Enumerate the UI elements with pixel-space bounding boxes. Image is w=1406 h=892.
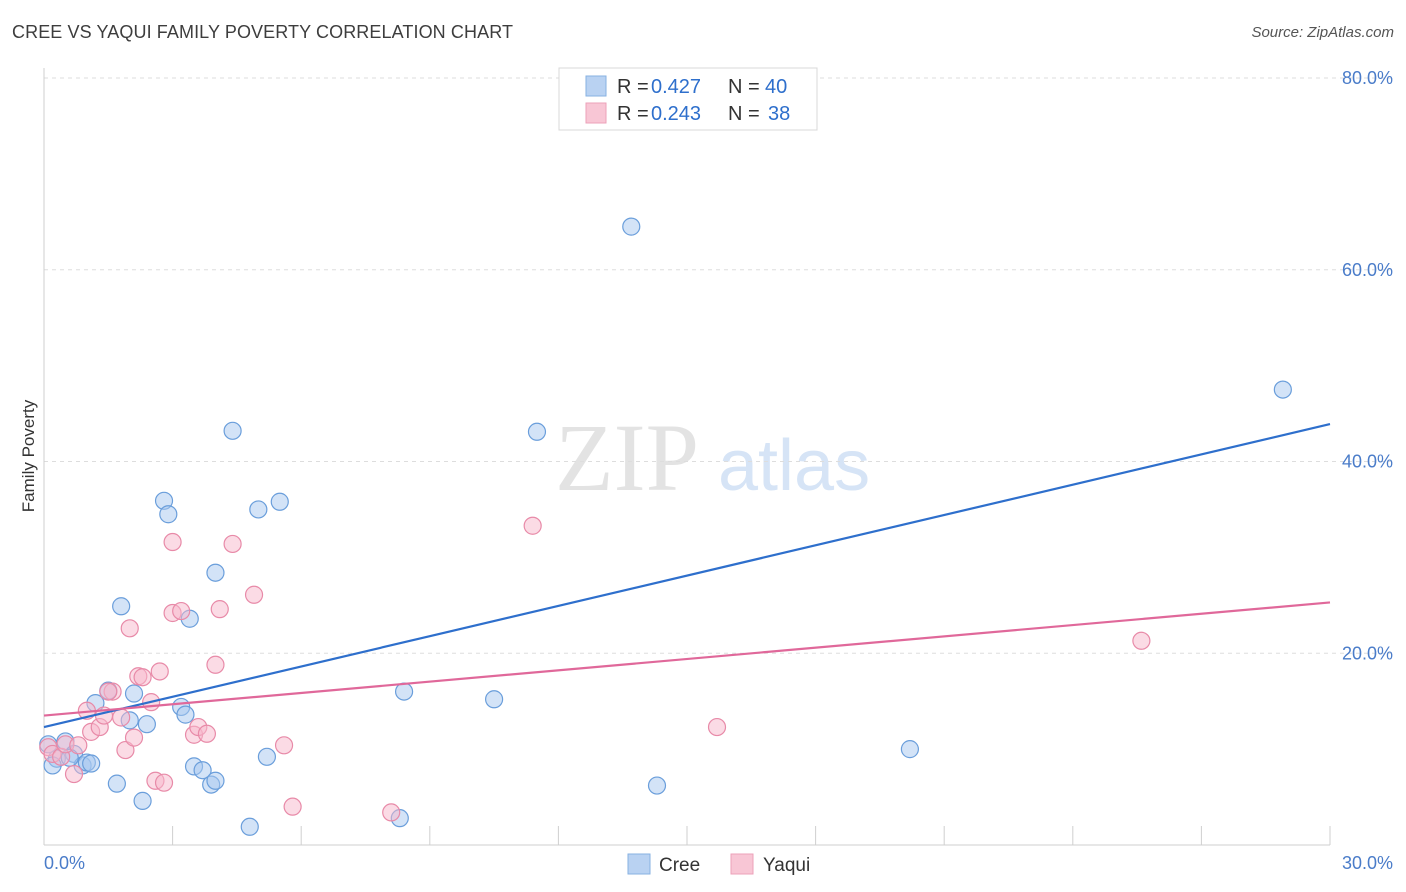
cree-point-8 — [107, 774, 126, 793]
yaqui-point-12 — [116, 740, 135, 760]
yaqui-point-34 — [523, 516, 542, 535]
legend-cree-r-value: 0.427 — [651, 76, 701, 98]
legend-cree-n-label: N = — [728, 76, 760, 98]
legend-yaqui-r-label: R = — [617, 103, 649, 125]
x-tick-label-min: 0.0% — [44, 853, 85, 873]
legend-yaqui-n-value: 38 — [768, 103, 790, 125]
yaqui-point-33 — [382, 803, 401, 822]
legend-cree-n-value: 40 — [765, 76, 787, 98]
yaqui-point-13 — [120, 619, 139, 638]
yaqui-point-23 — [172, 601, 191, 621]
yaqui-point-16 — [133, 668, 152, 687]
y-tick-label-40: 40.0% — [1342, 452, 1393, 472]
cree-point-24 — [240, 817, 259, 836]
cree-point-35 — [1273, 380, 1292, 399]
cree-point-32 — [622, 217, 641, 236]
yaqui-point-35 — [707, 717, 727, 737]
yaqui-point-5 — [69, 736, 88, 755]
trend-lines — [43, 423, 1331, 729]
y-tick-labels: 20.0% 40.0% 60.0% 80.0% — [1342, 68, 1393, 663]
yaqui-point-36 — [1132, 631, 1151, 650]
cree-point-27 — [270, 492, 289, 511]
legend-yaqui-n-label: N = — [728, 103, 760, 125]
bottom-legend-swatch-yaqui — [730, 853, 754, 875]
legend-swatch-cree — [585, 75, 607, 97]
yaqui-point-26 — [197, 724, 216, 743]
yaqui-point-14 — [124, 728, 144, 747]
yaqui-point-32 — [283, 797, 302, 816]
cree-point-21 — [206, 771, 225, 790]
cree-point-14 — [159, 505, 178, 524]
yaqui-point-37 — [99, 682, 118, 701]
yaqui-point-11 — [112, 708, 131, 727]
watermark-zip: ZIP — [555, 404, 699, 511]
cree-point-31 — [527, 422, 547, 441]
bottom-legend-label-yaqui: Yaqui — [763, 855, 810, 876]
yaqui-point-4 — [64, 764, 84, 784]
cree-point-9 — [112, 597, 131, 616]
yaqui-point-30 — [244, 585, 264, 604]
chart-source: Source: ZipAtlas.com — [1251, 24, 1394, 41]
cree-point-23 — [223, 421, 242, 440]
x-tick-marks — [43, 826, 1331, 845]
cree-trend-line — [43, 423, 1331, 729]
chart-title: CREE VS YAQUI FAMILY POVERTY CORRELATION… — [12, 22, 514, 42]
y-axis-label: Family Poverty — [19, 399, 38, 512]
y-tick-label-60: 60.0% — [1342, 260, 1393, 280]
yaqui-point-27 — [206, 655, 225, 674]
cree-point-26 — [257, 747, 277, 766]
cree-point-33 — [647, 776, 667, 795]
cree-point-12 — [137, 715, 156, 734]
y-tick-label-80: 80.0% — [1342, 68, 1393, 88]
bottom-legend: Cree Yaqui — [627, 853, 810, 876]
legend-yaqui-r-value: 0.243 — [651, 103, 701, 125]
bottom-legend-swatch-cree — [627, 853, 651, 875]
cree-point-22 — [206, 563, 225, 582]
cree-point-30 — [485, 690, 504, 709]
cree-point-39 — [133, 791, 152, 810]
yaqui-point-28 — [210, 600, 229, 619]
cree-point-16 — [176, 705, 195, 724]
legend-swatch-yaqui — [585, 102, 607, 124]
data-points — [39, 217, 1292, 836]
grid-lines — [44, 77, 1393, 654]
watermark-atlas: atlas — [718, 426, 870, 506]
yaqui-point-29 — [223, 534, 242, 554]
cree-point-34 — [900, 740, 920, 759]
legend-box: R = 0.427 N = 40 R = 0.243 N = 38 — [558, 67, 818, 131]
cree-point-37 — [82, 754, 101, 773]
yaqui-trend-line — [43, 601, 1331, 717]
yaqui-point-19 — [150, 662, 169, 681]
yaqui-point-20 — [154, 773, 174, 792]
bottom-legend-label-cree: Cree — [659, 855, 700, 876]
y-tick-label-20: 20.0% — [1342, 643, 1393, 663]
cree-point-11 — [124, 684, 144, 703]
yaqui-point-31 — [274, 736, 294, 755]
cree-point-29 — [394, 682, 414, 701]
yaqui-point-22 — [163, 532, 182, 552]
cree-point-19 — [193, 761, 212, 780]
cree-point-25 — [249, 500, 268, 519]
x-tick-label-max: 30.0% — [1342, 853, 1393, 873]
legend-cree-r-label: R = — [617, 76, 649, 98]
